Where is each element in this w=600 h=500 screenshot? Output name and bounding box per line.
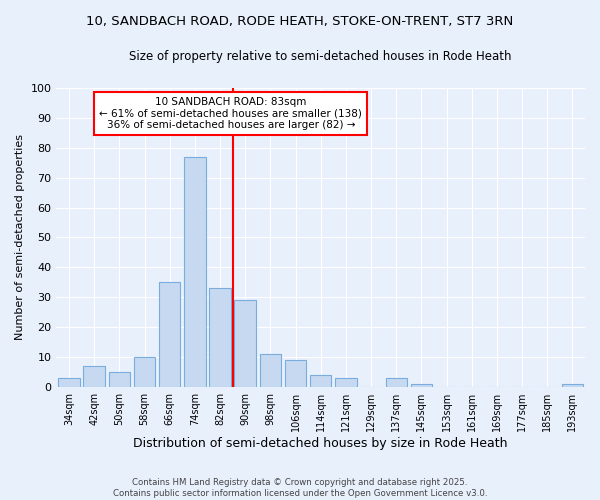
Bar	[386, 378, 407, 387]
Bar	[285, 360, 306, 387]
Bar	[562, 384, 583, 387]
Text: 10, SANDBACH ROAD, RODE HEATH, STOKE-ON-TRENT, ST7 3RN: 10, SANDBACH ROAD, RODE HEATH, STOKE-ON-…	[86, 15, 514, 28]
Text: 10 SANDBACH ROAD: 83sqm
← 61% of semi-detached houses are smaller (138)
36% of s: 10 SANDBACH ROAD: 83sqm ← 61% of semi-de…	[100, 97, 362, 130]
Title: Size of property relative to semi-detached houses in Rode Heath: Size of property relative to semi-detach…	[130, 50, 512, 63]
Bar	[109, 372, 130, 387]
Text: Contains HM Land Registry data © Crown copyright and database right 2025.
Contai: Contains HM Land Registry data © Crown c…	[113, 478, 487, 498]
Y-axis label: Number of semi-detached properties: Number of semi-detached properties	[15, 134, 25, 340]
Bar	[134, 358, 155, 387]
Bar	[310, 375, 331, 387]
Bar	[260, 354, 281, 387]
Bar	[410, 384, 432, 387]
Bar	[235, 300, 256, 387]
Bar	[83, 366, 105, 387]
Bar	[58, 378, 80, 387]
X-axis label: Distribution of semi-detached houses by size in Rode Heath: Distribution of semi-detached houses by …	[133, 437, 508, 450]
Bar	[209, 288, 231, 387]
Bar	[184, 156, 206, 387]
Bar	[159, 282, 181, 387]
Bar	[335, 378, 356, 387]
